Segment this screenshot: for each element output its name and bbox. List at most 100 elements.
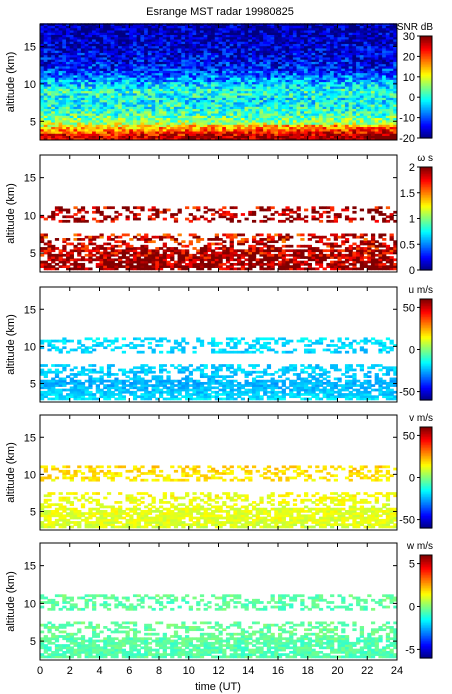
data-cell	[359, 59, 365, 62]
data-cell	[341, 106, 346, 110]
data-cell	[307, 68, 312, 71]
data-cell	[393, 47, 398, 51]
data-cell	[43, 124, 48, 128]
data-cell	[51, 63, 56, 67]
data-cell	[292, 61, 298, 65]
data-cell	[62, 104, 67, 107]
data-cell	[199, 61, 205, 65]
data-cell	[40, 54, 45, 58]
data-cell	[211, 90, 216, 94]
data-cell	[341, 110, 346, 114]
data-cell	[285, 34, 290, 38]
data-cell	[333, 131, 338, 134]
data-cell	[151, 137, 156, 141]
data-cell	[54, 81, 60, 85]
data-cell	[315, 72, 320, 76]
data-cell	[370, 45, 376, 49]
data-cell	[129, 72, 134, 76]
data-cell	[136, 119, 141, 123]
data-cell	[125, 45, 130, 49]
data-cell	[281, 59, 286, 62]
data-cell	[367, 119, 372, 123]
data-cell	[181, 38, 186, 42]
data-cell	[92, 68, 97, 71]
data-cell	[367, 47, 372, 51]
data-cell	[121, 50, 127, 53]
data-cell	[47, 38, 52, 42]
data-cell	[330, 104, 335, 107]
data-cell	[129, 81, 134, 85]
data-cell	[159, 108, 164, 112]
data-cell	[251, 97, 257, 101]
data-cell	[47, 74, 52, 78]
data-cell	[51, 88, 56, 92]
data-cell	[285, 79, 290, 83]
data-cell	[378, 124, 383, 128]
data-cell	[62, 115, 67, 119]
data-cell	[341, 133, 346, 137]
data-cell	[389, 29, 394, 33]
data-cell	[237, 65, 242, 69]
data-cell	[92, 56, 97, 60]
data-cell	[114, 34, 119, 38]
data-cell	[318, 47, 324, 51]
data-cell	[185, 47, 190, 51]
data-cell	[278, 27, 283, 31]
data-cell	[207, 70, 212, 74]
data-cell	[248, 115, 253, 119]
data-cell	[69, 90, 74, 94]
data-cell	[199, 77, 205, 80]
data-cell	[211, 36, 216, 40]
data-cell	[95, 70, 100, 74]
data-cell	[155, 36, 160, 40]
data-cell	[58, 106, 63, 110]
data-cell	[315, 27, 320, 31]
data-cell	[151, 113, 156, 116]
data-cell	[147, 63, 153, 67]
data-cell	[326, 23, 331, 26]
data-cell	[58, 65, 63, 69]
data-cell	[77, 135, 82, 139]
data-cell	[333, 92, 338, 96]
data-cell	[300, 101, 305, 105]
data-cell	[266, 23, 272, 26]
data-cell	[103, 56, 108, 60]
data-cell	[188, 119, 193, 123]
data-cell	[225, 110, 231, 114]
data-cell	[352, 38, 357, 42]
data-cell	[255, 45, 260, 49]
data-cell	[304, 113, 309, 116]
data-cell	[66, 41, 71, 44]
data-cell	[374, 133, 379, 137]
data-cell	[359, 54, 365, 58]
data-cell	[218, 119, 223, 123]
data-cell	[54, 115, 60, 119]
data-cell	[69, 54, 74, 58]
data-cell	[263, 27, 268, 31]
data-cell	[58, 56, 63, 60]
data-cell	[356, 32, 361, 35]
data-cell	[285, 68, 290, 71]
data-cell	[144, 90, 149, 94]
data-cell	[255, 41, 260, 44]
data-cell	[341, 43, 346, 47]
data-cell	[315, 63, 320, 67]
data-cell	[151, 106, 156, 110]
data-cell	[66, 72, 71, 76]
data-cell	[114, 52, 119, 56]
data-cell	[170, 110, 175, 114]
data-cell	[84, 56, 89, 60]
data-cell	[222, 126, 227, 130]
data-cell	[69, 133, 74, 137]
data-cell	[196, 95, 201, 98]
data-cell	[66, 29, 71, 33]
data-cell	[54, 32, 60, 35]
data-cell	[207, 131, 212, 134]
data-cell	[315, 45, 320, 49]
data-cell	[393, 124, 398, 128]
data-cell	[318, 106, 324, 110]
data-cell	[162, 126, 167, 130]
data-cell	[73, 41, 78, 44]
data-cell	[359, 25, 365, 29]
data-cell	[99, 29, 104, 33]
